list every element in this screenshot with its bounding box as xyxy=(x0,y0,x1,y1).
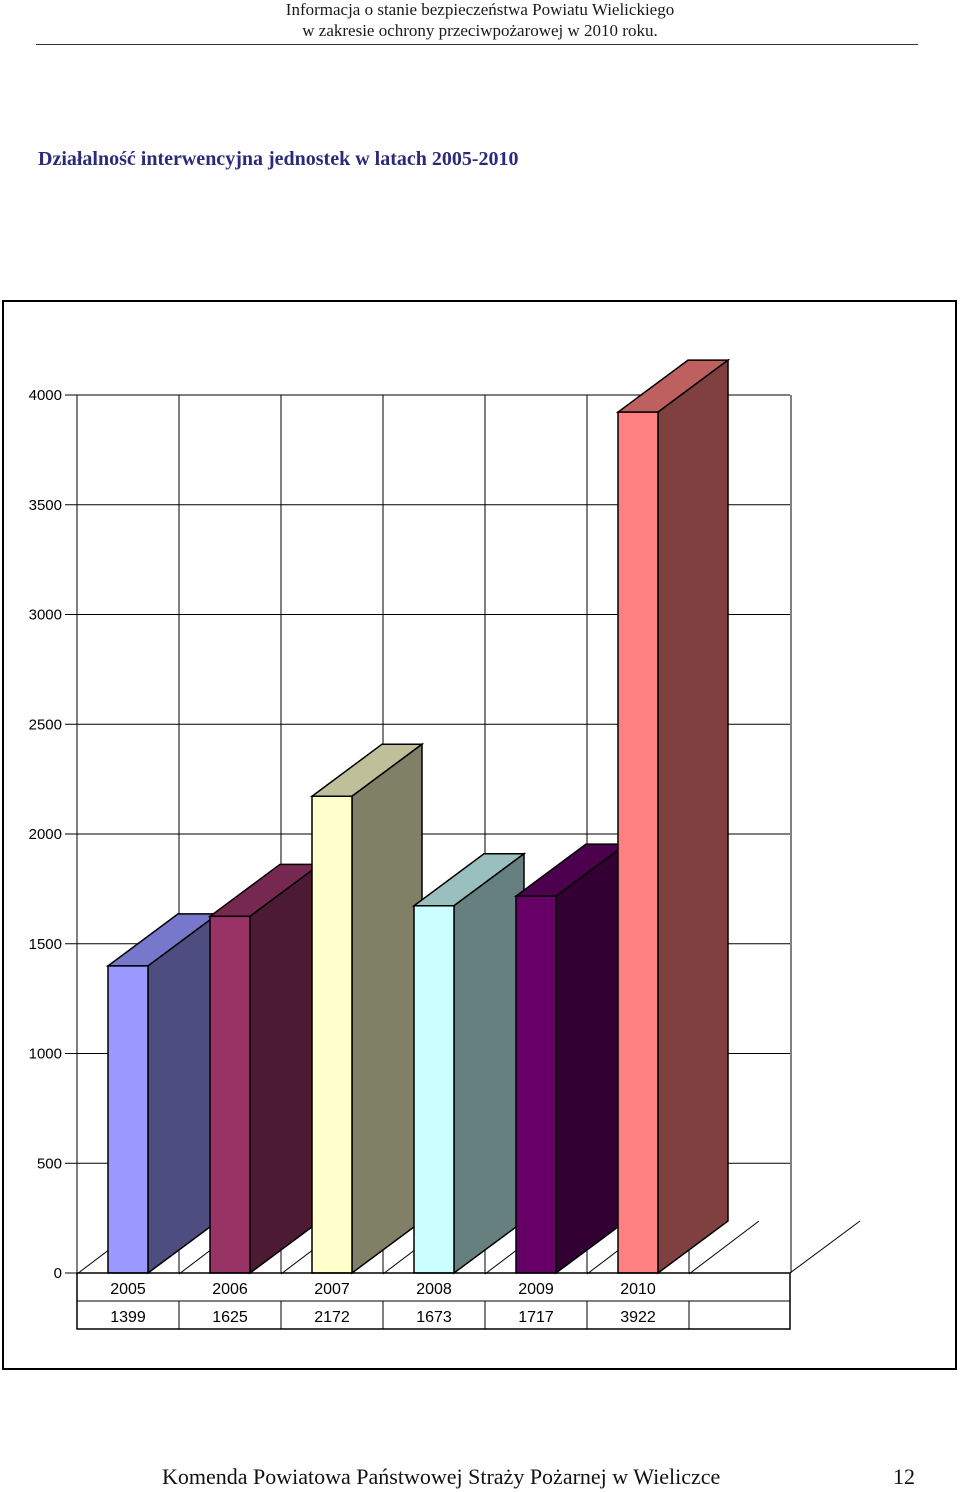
floor-line xyxy=(789,1220,861,1274)
bar-side-2006 xyxy=(249,862,321,1275)
bar-2006 xyxy=(209,915,251,1274)
y-tick-label: 4000 xyxy=(29,387,62,404)
header-divider xyxy=(36,44,918,45)
footer-text: Komenda Powiatowa Państwowej Straży Poża… xyxy=(162,1464,721,1489)
y-tick-label: 500 xyxy=(37,1155,62,1172)
page-number: 12 xyxy=(893,1464,915,1489)
x-category-label: 2008 xyxy=(416,1281,452,1298)
x-category-label: 2005 xyxy=(110,1281,146,1298)
y-tick-label: 2500 xyxy=(29,716,62,733)
bar-2008 xyxy=(413,905,455,1274)
bar-side-2007 xyxy=(351,742,423,1275)
data-value-label: 1399 xyxy=(110,1309,146,1326)
y-tick-label: 1000 xyxy=(29,1046,62,1063)
bar-2010 xyxy=(617,411,659,1274)
y-tick-label: 3500 xyxy=(29,497,62,514)
bar-2009 xyxy=(515,895,557,1274)
x-category-label: 2007 xyxy=(314,1281,350,1298)
bar-2005 xyxy=(107,965,149,1274)
x-category-label: 2010 xyxy=(620,1281,656,1298)
x-category-label: 2006 xyxy=(212,1281,248,1298)
floor-line xyxy=(688,1220,760,1275)
data-value-label: 1673 xyxy=(416,1309,452,1326)
bar-side-2005 xyxy=(147,912,219,1275)
bar-side-2008 xyxy=(453,852,525,1275)
data-value-label: 2172 xyxy=(314,1309,350,1326)
x-category-label: 2009 xyxy=(518,1281,554,1298)
data-value-label: 3922 xyxy=(620,1309,656,1326)
document-header-line2: w zakresie ochrony przeciwpożarowej w 20… xyxy=(302,21,658,40)
y-tick-label: 2000 xyxy=(29,826,62,843)
y-tick-label: 1500 xyxy=(29,936,62,953)
y-tick-label: 0 xyxy=(54,1265,62,1282)
document-header-line1: Informacja o stanie bezpieczeństwa Powia… xyxy=(285,0,675,19)
bar-2007 xyxy=(311,795,353,1274)
chart-title: Działalność interwencyjna jednostek w la… xyxy=(38,148,519,170)
bar-chart: 0 500 1000 1500 2000 2500 3000 3500 4000 2005 1399… xyxy=(29,358,861,1330)
data-value-label: 1717 xyxy=(518,1309,554,1326)
y-tick-label: 3000 xyxy=(29,607,62,624)
chart-frame xyxy=(2,300,957,1370)
bar-side-2009 xyxy=(555,842,627,1275)
data-value-label: 1625 xyxy=(212,1309,248,1326)
bar-side-2010 xyxy=(657,358,729,1275)
